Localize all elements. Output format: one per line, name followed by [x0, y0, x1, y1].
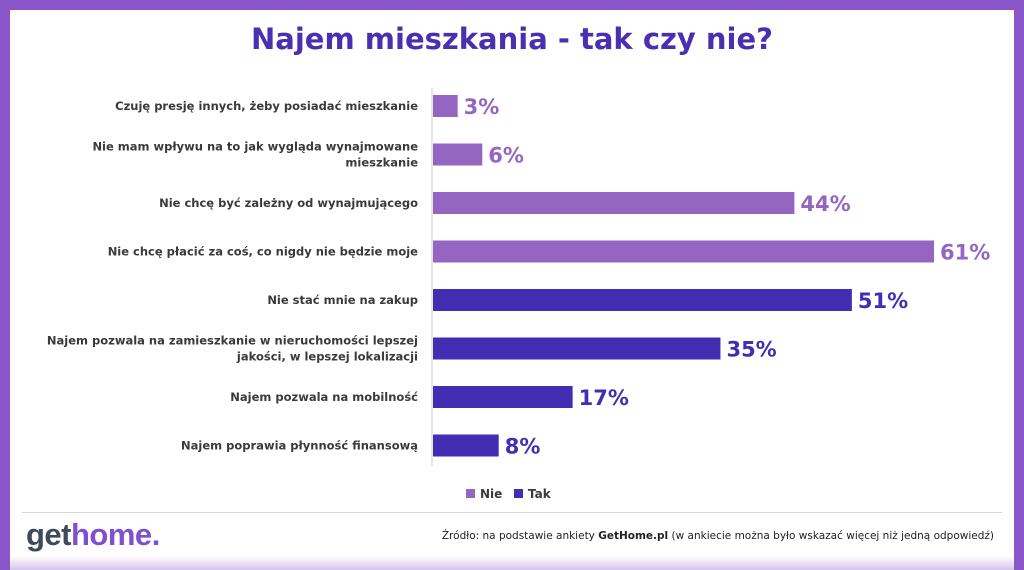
- gethome-logo: gethome.: [26, 519, 160, 550]
- source-note: Źródło: na podstawie ankiety GetHome.pl …: [442, 530, 994, 542]
- source-brand: GetHome.pl: [598, 530, 669, 542]
- legend-swatch: [514, 489, 523, 498]
- bar: [433, 289, 852, 311]
- bar: [433, 95, 458, 117]
- data-label: 61%: [940, 241, 990, 265]
- data-label: 6%: [488, 144, 524, 168]
- data-label: 44%: [800, 192, 850, 216]
- data-label: 8%: [505, 435, 541, 459]
- category-label: Najem poprawia płynność finansową: [181, 439, 418, 453]
- legend-swatch: [466, 489, 475, 498]
- chart-title: Najem mieszkania - tak czy nie?: [251, 22, 773, 56]
- source-suffix: (w ankiecie można było wskazać więcej ni…: [668, 530, 995, 542]
- logo-home: home: [71, 517, 152, 552]
- legend-label: Nie: [480, 487, 502, 501]
- data-label: 51%: [858, 289, 908, 313]
- legend-label: Tak: [528, 487, 552, 501]
- data-label: 35%: [726, 338, 776, 362]
- bottom-glow: [0, 556, 1024, 570]
- category-label: Nie stać mnie na zakup: [267, 293, 418, 307]
- logo-dot: .: [151, 517, 161, 552]
- category-label: Czuję presję innych, żeby posiadać miesz…: [115, 99, 418, 113]
- bar: [433, 143, 483, 166]
- bar: [433, 240, 934, 263]
- category-label: Najem pozwala na zamieszkanie w nierucho…: [47, 334, 418, 364]
- bar: [433, 192, 795, 214]
- footer-divider: [22, 512, 1002, 513]
- bar-chart: 3% Czuję presję innych, żeby posiadać mie…: [47, 88, 990, 501]
- bar: [433, 434, 499, 457]
- data-label: 17%: [579, 386, 629, 410]
- logo-get: get: [26, 517, 72, 552]
- category-label: Najem pozwala na mobilność: [230, 390, 418, 404]
- category-label: Nie mam wpływu na to jak wygląda wynajmo…: [92, 140, 418, 170]
- source-prefix: Źródło: na podstawie ankiety: [441, 530, 599, 542]
- data-label: 3%: [464, 95, 500, 119]
- category-label: Nie chcę płacić za coś, co nigdy nie będ…: [108, 245, 418, 259]
- bar: [433, 386, 573, 408]
- category-label: Nie chcę być zależny od wynajmującego: [159, 196, 418, 210]
- bar: [433, 337, 721, 360]
